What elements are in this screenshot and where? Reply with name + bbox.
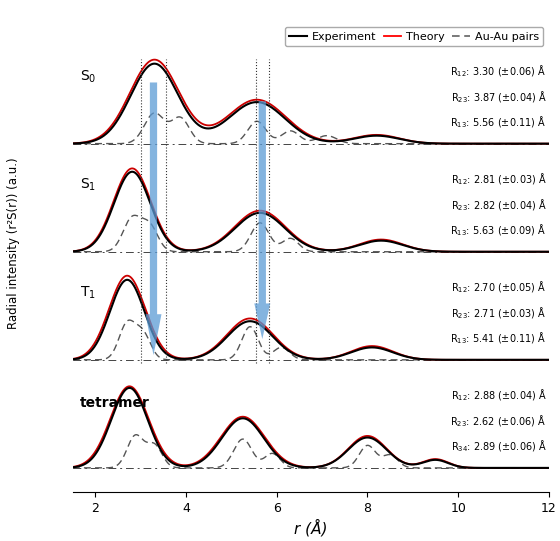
Text: tetramer: tetramer	[80, 395, 150, 410]
FancyArrow shape	[254, 101, 270, 339]
X-axis label: r (Å): r (Å)	[294, 519, 328, 537]
Text: R$_{34}$: 2.89 (±0.06) Å: R$_{34}$: 2.89 (±0.06) Å	[451, 439, 547, 454]
Text: R$_{23}$: 3.87 (±0.04) Å: R$_{23}$: 3.87 (±0.04) Å	[451, 89, 547, 104]
Text: R$_{12}$: 3.30 (±0.06) Å: R$_{12}$: 3.30 (±0.06) Å	[450, 64, 547, 79]
Text: S$_1$: S$_1$	[80, 177, 96, 193]
Text: R$_{23}$: 2.62 (±0.06) Å: R$_{23}$: 2.62 (±0.06) Å	[450, 413, 547, 429]
Legend: Experiment, Theory, Au-Au pairs: Experiment, Theory, Au-Au pairs	[284, 27, 543, 46]
Text: R$_{13}$: 5.41 (±0.11) Å: R$_{13}$: 5.41 (±0.11) Å	[450, 331, 547, 346]
Text: R$_{23}$: 2.71 (±0.03) Å: R$_{23}$: 2.71 (±0.03) Å	[451, 305, 547, 321]
Text: R$_{12}$: 2.70 (±0.05) Å: R$_{12}$: 2.70 (±0.05) Å	[451, 280, 547, 295]
Text: R$_{12}$: 2.88 (±0.04) Å: R$_{12}$: 2.88 (±0.04) Å	[451, 388, 547, 404]
Text: R$_{12}$: 2.81 (±0.03) Å: R$_{12}$: 2.81 (±0.03) Å	[451, 171, 547, 187]
Text: R$_{23}$: 2.82 (±0.04) Å: R$_{23}$: 2.82 (±0.04) Å	[451, 197, 547, 213]
Text: R$_{13}$: 5.56 (±0.11) Å: R$_{13}$: 5.56 (±0.11) Å	[450, 115, 547, 130]
Text: T$_1$: T$_1$	[80, 285, 95, 301]
Text: Radial intensity (r²S(r)) (a.u.): Radial intensity (r²S(r)) (a.u.)	[7, 157, 21, 329]
Text: S$_0$: S$_0$	[80, 69, 96, 85]
Text: R$_{13}$: 5.63 (±0.09) Å: R$_{13}$: 5.63 (±0.09) Å	[450, 222, 547, 238]
FancyArrow shape	[146, 82, 161, 355]
